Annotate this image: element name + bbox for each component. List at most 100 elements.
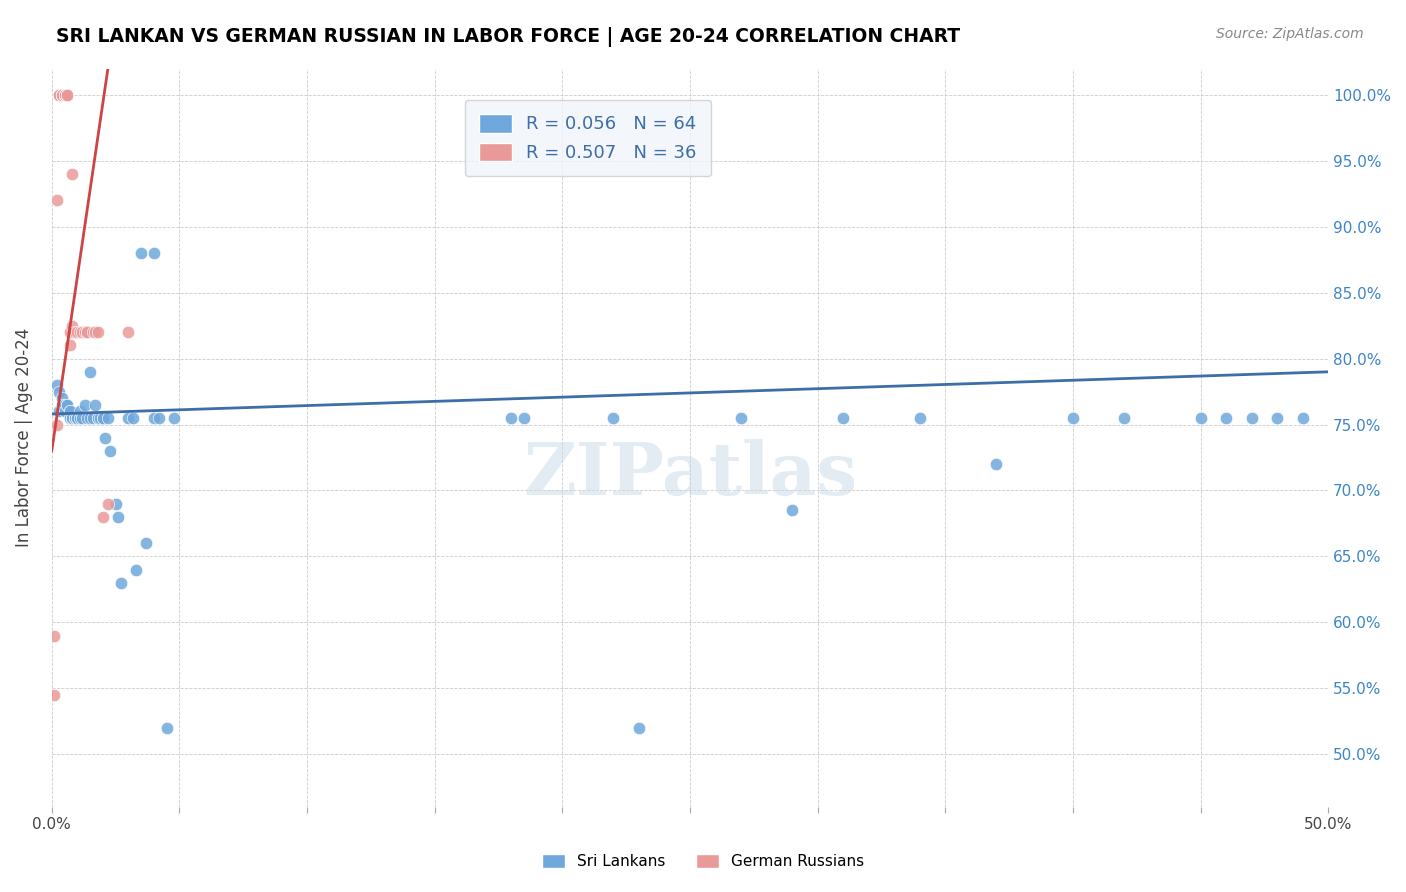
Text: Source: ZipAtlas.com: Source: ZipAtlas.com: [1216, 27, 1364, 41]
Point: [97, 497, 120, 511]
Point: [56, 398, 79, 412]
Point: [832, 411, 855, 425]
Point: [163, 411, 186, 425]
Point: [51, 87, 73, 102]
Point: [73, 398, 96, 412]
Point: [730, 411, 752, 425]
Point: [48, 87, 70, 102]
Point: [1189, 411, 1212, 425]
Point: [89, 411, 111, 425]
Point: [627, 721, 650, 735]
Point: [73, 325, 96, 339]
Point: [1215, 411, 1237, 425]
Point: [51, 87, 73, 102]
Point: [56, 398, 79, 412]
Point: [117, 325, 139, 339]
Point: [148, 411, 170, 425]
Point: [84, 325, 107, 339]
Point: [122, 411, 145, 425]
Point: [53, 87, 76, 102]
Point: [60, 411, 83, 425]
Point: [63, 411, 86, 425]
Point: [908, 411, 931, 425]
Point: [76, 411, 98, 425]
Point: [53, 87, 76, 102]
Point: [142, 246, 165, 260]
Point: [79, 365, 101, 379]
Point: [104, 497, 127, 511]
Point: [51, 391, 73, 405]
Text: ZIPatlas: ZIPatlas: [523, 439, 858, 510]
Point: [66, 411, 89, 425]
Point: [48, 87, 70, 102]
Point: [142, 411, 165, 425]
Point: [59, 325, 82, 339]
Point: [60, 167, 83, 181]
Text: SRI LANKAN VS GERMAN RUSSIAN IN LABOR FORCE | AGE 20-24 CORRELATION CHART: SRI LANKAN VS GERMAN RUSSIAN IN LABOR FO…: [56, 27, 960, 46]
Point: [45, 417, 67, 432]
Point: [91, 411, 114, 425]
Point: [513, 411, 536, 425]
Point: [56, 87, 79, 102]
Point: [45, 378, 67, 392]
Point: [69, 411, 91, 425]
Point: [63, 411, 86, 425]
Y-axis label: In Labor Force | Age 20-24: In Labor Force | Age 20-24: [15, 328, 32, 548]
Point: [66, 325, 89, 339]
Point: [84, 398, 107, 412]
Point: [79, 411, 101, 425]
Point: [60, 318, 83, 333]
Point: [60, 411, 83, 425]
Point: [59, 404, 82, 418]
Point: [86, 325, 108, 339]
Point: [56, 87, 79, 102]
Point: [48, 87, 70, 102]
Point: [1240, 411, 1263, 425]
Legend: R = 0.056   N = 64, R = 0.507   N = 36: R = 0.056 N = 64, R = 0.507 N = 36: [465, 100, 711, 177]
Point: [94, 431, 117, 445]
Point: [69, 325, 91, 339]
Point: [51, 87, 73, 102]
Point: [780, 503, 803, 517]
Point: [86, 411, 108, 425]
Point: [110, 575, 132, 590]
Point: [53, 398, 76, 412]
Point: [1291, 411, 1313, 425]
Point: [63, 325, 86, 339]
Point: [1062, 411, 1084, 425]
Point: [125, 563, 148, 577]
Point: [156, 721, 179, 735]
Point: [1265, 411, 1288, 425]
Point: [44, 629, 66, 643]
Point: [1112, 411, 1135, 425]
Point: [76, 325, 98, 339]
Point: [53, 87, 76, 102]
Point: [97, 411, 120, 425]
Point: [51, 398, 73, 412]
Point: [72, 325, 94, 339]
Point: [69, 404, 91, 418]
Point: [501, 411, 523, 425]
Point: [45, 194, 67, 208]
Point: [51, 87, 73, 102]
Point: [986, 457, 1008, 471]
Point: [59, 404, 82, 418]
Point: [53, 404, 76, 418]
Point: [53, 87, 76, 102]
Point: [117, 411, 139, 425]
Point: [135, 536, 157, 550]
Point: [91, 509, 114, 524]
Point: [59, 411, 82, 425]
Point: [59, 338, 82, 352]
Point: [82, 325, 104, 339]
Point: [602, 411, 624, 425]
Point: [100, 444, 122, 458]
Point: [129, 246, 152, 260]
Point: [107, 509, 129, 524]
Point: [48, 404, 70, 418]
Point: [53, 87, 76, 102]
Point: [91, 411, 114, 425]
Point: [76, 325, 98, 339]
Point: [56, 87, 79, 102]
Point: [86, 411, 108, 425]
